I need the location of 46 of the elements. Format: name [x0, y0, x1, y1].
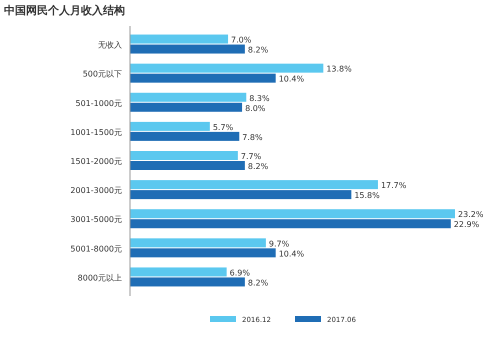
chart-title: 中国网民个人月收入结构 [4, 4, 125, 17]
bar [130, 238, 266, 248]
data-label: 6.9% [230, 268, 250, 278]
data-label: 7.0% [231, 36, 252, 45]
data-label: 8.2% [248, 278, 269, 288]
bar [130, 161, 245, 170]
y-tick-label: 3001-5000元 [70, 215, 122, 224]
data-label: 8.3% [249, 94, 270, 103]
bar [130, 132, 240, 141]
bar [130, 44, 245, 54]
bar [130, 209, 455, 218]
bar [130, 277, 245, 286]
data-label: 22.9% [454, 220, 480, 230]
data-label: 9.7% [268, 239, 290, 248]
bar [130, 92, 246, 102]
data-label: 7.7% [240, 152, 262, 161]
y-tick-label: 1001-1500元 [70, 128, 122, 137]
bar [130, 248, 276, 258]
data-label: 10.4% [278, 74, 304, 84]
data-label: 8.2% [248, 46, 269, 55]
data-label: 10.4% [278, 249, 304, 258]
bar [130, 151, 238, 160]
data-label: 13.8% [326, 64, 352, 74]
data-label: 5.7% [212, 122, 234, 132]
data-label: 23.2% [458, 210, 484, 220]
data-label: 8.0% [245, 104, 266, 113]
y-tick-label: 5001-8000元 [70, 244, 122, 254]
data-label: 15.8% [354, 191, 380, 200]
bar [130, 122, 210, 131]
bar [130, 180, 378, 190]
bar [130, 74, 276, 83]
bar [130, 34, 228, 44]
bar [130, 267, 227, 276]
y-tick-label: 无收入 [98, 40, 122, 50]
y-tick-label: 2001-3000元 [70, 186, 122, 196]
data-label: 8.2% [248, 162, 269, 171]
data-label: 7.8% [242, 132, 263, 142]
y-tick-label: 1501-2000元 [70, 157, 122, 166]
y-tick-label: 501-1000元 [75, 98, 122, 108]
data-label: 17.7% [380, 181, 407, 190]
y-tick-label: 500元以下 [82, 70, 122, 79]
bar [130, 219, 451, 228]
bar [130, 190, 352, 200]
y-tick-label: 8000元以上 [78, 273, 122, 282]
bar [130, 64, 324, 73]
bar [130, 102, 242, 112]
